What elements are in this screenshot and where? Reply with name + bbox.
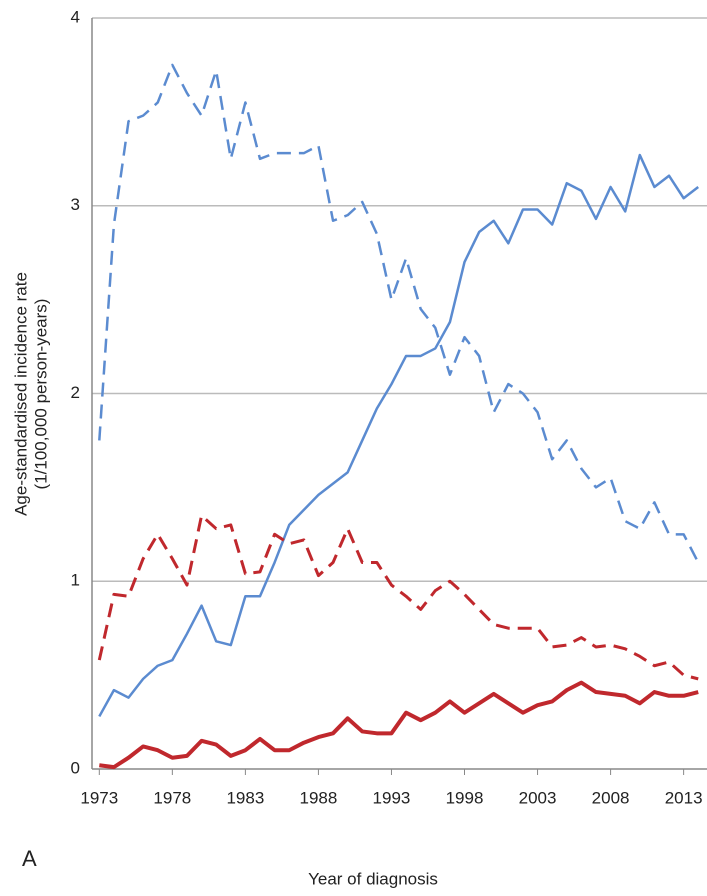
series-line: [98, 63, 700, 564]
x-tick-label: 1993: [373, 788, 411, 807]
x-tick-label: 1988: [300, 788, 338, 807]
y-axis-label: Age-standardised incidence rate: [11, 272, 30, 516]
x-tick-label: 2003: [519, 788, 557, 807]
y-tick-label: 2: [71, 383, 80, 402]
series-line: [97, 514, 699, 681]
x-tick-label: 2013: [665, 788, 703, 807]
y-tick-label: 0: [71, 758, 80, 777]
x-axis-label: Year of diagnosis: [308, 869, 438, 888]
x-tick-label: 1983: [226, 788, 264, 807]
x-tick-label: 2008: [592, 788, 630, 807]
y-tick-label: 3: [71, 195, 80, 214]
series-line: [98, 153, 699, 718]
y-axis-label: (1/100,000 person-years): [31, 299, 50, 490]
y-tick-label: 4: [71, 7, 80, 26]
x-tick-label: 1978: [153, 788, 191, 807]
panel-label: A: [22, 846, 37, 871]
x-tick-label: 1973: [80, 788, 118, 807]
x-tick-label: 1998: [446, 788, 484, 807]
series-line: [99, 680, 699, 770]
y-tick-label: 1: [71, 571, 80, 590]
